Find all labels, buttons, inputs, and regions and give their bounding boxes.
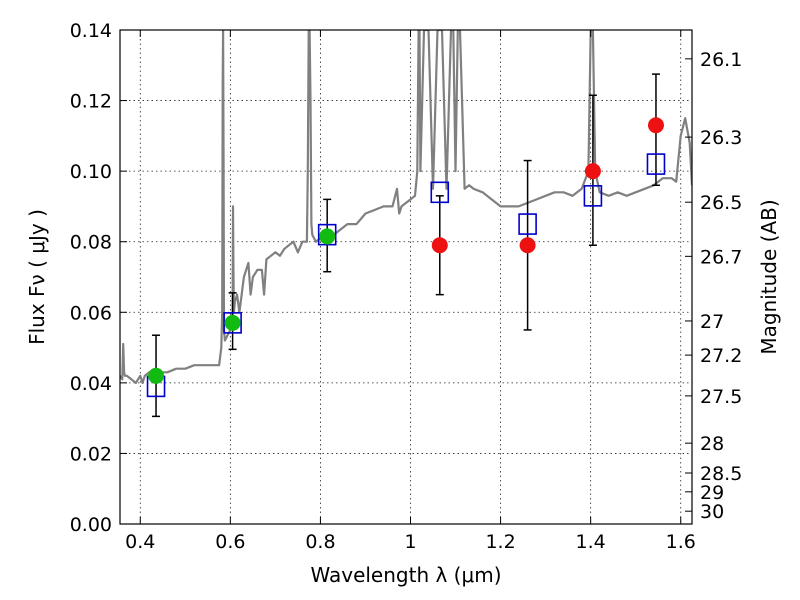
- y2-tick-label: 27.5: [700, 386, 742, 408]
- x-tick-label: 1.6: [666, 531, 696, 553]
- grid-lines: [120, 29, 692, 525]
- plot-frame: [119, 29, 693, 525]
- x-tick-label: 1: [404, 531, 416, 553]
- y2-tick-label: 26.1: [700, 49, 742, 71]
- nir-data-point: [647, 117, 664, 134]
- optical-data-point: [319, 228, 336, 245]
- plot-area: [120, 30, 692, 418]
- x-tick-label: 0.8: [305, 531, 335, 553]
- y2-tick-label: 29: [700, 482, 724, 504]
- optical-data-point: [224, 314, 241, 331]
- y-axis-label: Flux Fν ( μJy ): [25, 209, 49, 345]
- y2-tick-label: 26.3: [700, 127, 742, 149]
- nir-data-point: [584, 163, 601, 180]
- spectrum-line: [120, 30, 692, 384]
- y2-axis-label: Magnitude (AB): [757, 199, 781, 354]
- x-tick-label: 1.2: [485, 531, 515, 553]
- y-tick-label: 0.00: [70, 514, 112, 536]
- y2-tick-label: 27.2: [700, 345, 742, 367]
- y-tick-label: 0.14: [70, 20, 112, 42]
- x-tick-label: 0.6: [215, 531, 245, 553]
- y-tick-label: 0.04: [70, 373, 112, 395]
- y-tick-label: 0.10: [70, 161, 112, 183]
- y2-tick-label: 28: [700, 433, 724, 455]
- model-box-marker: [646, 153, 666, 175]
- model-box-marker: [223, 312, 242, 334]
- model-box-marker: [317, 223, 337, 246]
- model-box-marker: [583, 185, 603, 207]
- y2-tick-label: 26.5: [700, 192, 742, 214]
- y2-tick-label: 30: [700, 501, 724, 523]
- y-tick-label: 0.08: [70, 232, 112, 254]
- optical-data-point: [148, 367, 165, 384]
- y-tick-label: 0.02: [70, 443, 112, 465]
- model-box-marker: [430, 181, 450, 204]
- axes: 0.4 0.6 0.8 1 1.2 1.4 1.6 0.00 0.02 0.04 0.06 0.08 0…: [70, 20, 743, 553]
- nir-data-point: [519, 237, 536, 254]
- x-axis-label: Wavelength λ (μm): [310, 563, 501, 587]
- nir-data-point: [431, 237, 448, 254]
- model-box-marker: [518, 213, 537, 235]
- y2-tick-label: 26.7: [700, 246, 742, 268]
- x-tick-label: 0.4: [125, 531, 155, 553]
- y2-tick-label: 28.5: [700, 463, 742, 485]
- y-tick-label: 0.12: [70, 91, 112, 113]
- x-tick-label: 1.4: [576, 531, 606, 553]
- y-tick-label: 0.06: [70, 302, 112, 324]
- y2-tick-label: 27: [700, 311, 724, 333]
